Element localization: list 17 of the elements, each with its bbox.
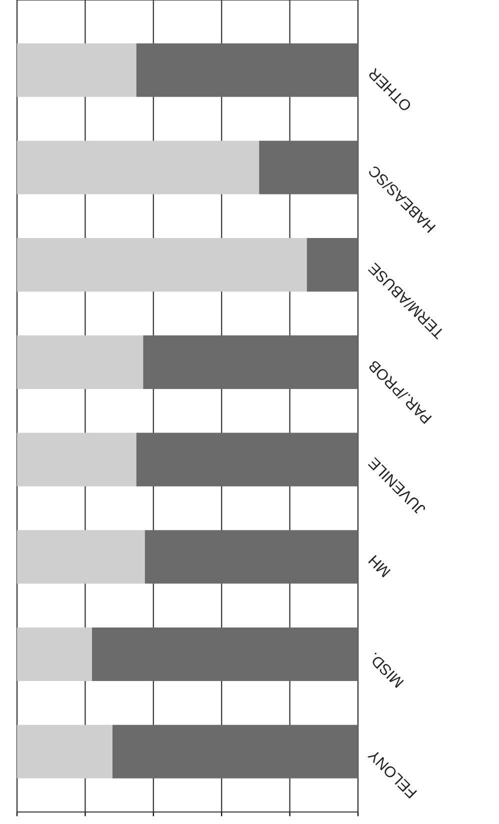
bar xyxy=(17,335,144,389)
bar xyxy=(92,628,358,682)
bar xyxy=(17,628,92,682)
bar xyxy=(112,724,358,778)
bar xyxy=(143,335,358,389)
bar xyxy=(17,140,260,194)
bar xyxy=(136,432,358,486)
bar xyxy=(17,530,145,584)
bar xyxy=(17,238,307,292)
bar xyxy=(17,43,136,97)
y-tick-label: MH xyxy=(368,555,391,578)
bar xyxy=(136,43,358,97)
bar xyxy=(144,530,358,584)
bar xyxy=(17,724,112,778)
bar xyxy=(259,140,358,194)
bar xyxy=(306,238,358,292)
bar xyxy=(17,432,136,486)
